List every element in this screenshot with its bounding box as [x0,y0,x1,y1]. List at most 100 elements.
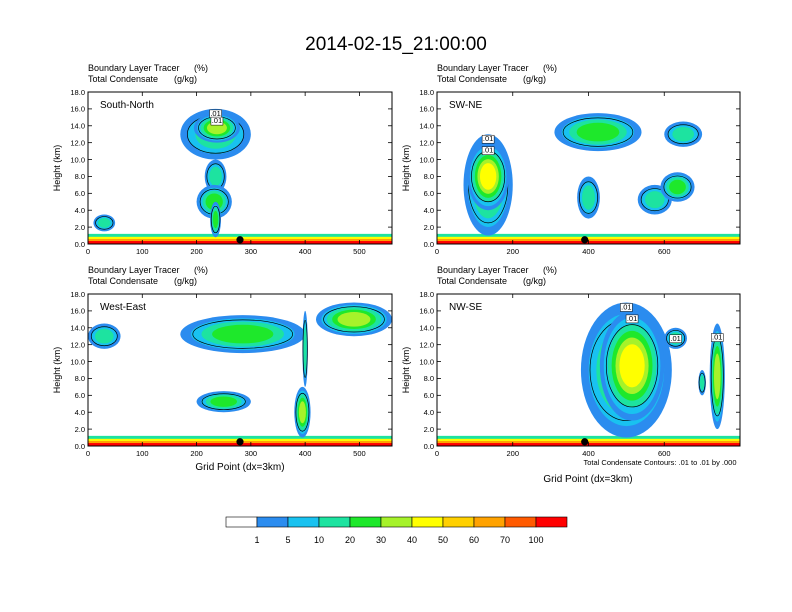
colorbar-label: 100 [528,535,543,545]
y-tick-label: 2.0 [424,223,434,232]
contour-label: .01 [212,116,222,125]
tracer-cell [576,122,620,142]
y-tick-label: 4.0 [75,408,85,417]
tracer-cell [210,396,238,407]
condensate-contour [302,320,308,378]
colorbar-label: 40 [407,535,417,545]
location-marker [581,438,589,446]
header-tracer-unit: (%) [543,63,557,73]
panel-2: 0.0 2.0 4.0 6.0 8.0 10.0 12.0 14.0 16.0 18.0 0 100 2… [52,265,393,458]
header-tracer-unit: (%) [194,63,208,73]
y-tick-label: 14.0 [419,324,434,333]
y-axis-label: Height (km) [401,347,411,394]
tracer-cell [669,179,686,195]
x-tick-label: 300 [245,247,258,256]
colorbar-swatch [349,516,382,528]
x-tick-label: 200 [190,247,203,256]
contour-label-box [625,314,639,324]
x-tick-label: 500 [353,449,366,458]
header-condensate-unit: (g/kg) [174,74,197,84]
x-tick-label: 500 [353,247,366,256]
condensate-contour [698,372,706,393]
location-marker [236,236,244,244]
y-tick-label: 6.0 [75,391,85,400]
y-tick-label: 16.0 [419,307,434,316]
contour-label-box [669,334,682,344]
x-tick-label: 400 [582,247,595,256]
y-tick-label: 0.0 [75,240,85,249]
colorbar-label: 5 [285,535,290,545]
tracer-cell [212,210,219,229]
contour-label-box [711,333,724,342]
x-tick-label: 400 [299,449,312,458]
header-condensate-unit: (g/kg) [174,276,197,286]
tracer-cell [581,185,596,210]
colorbar-swatch [287,516,320,528]
header-tracer: Boundary Layer Tracer [88,63,180,73]
panel-label: West-East [100,302,146,313]
condensate-contour [667,124,699,145]
header-tracer: Boundary Layer Tracer [437,265,529,275]
contour-note: Total Condensate Contours: .01 to .01 by… [583,458,736,467]
colorbar-label: 50 [438,535,448,545]
colorbar-swatch [380,516,413,528]
y-tick-label: 0.0 [424,442,434,451]
condensate-contour [192,319,294,349]
x-tick-label: 0 [86,247,90,256]
y-tick-label: 6.0 [75,189,85,198]
y-tick-label: 10.0 [70,155,85,164]
x-tick-label: 200 [190,449,203,458]
contour-label-box [481,134,495,144]
y-axis-label: Height (km) [52,145,62,192]
contour-label-box [481,146,495,155]
colorbar-swatch [473,516,506,528]
condensate-contour [579,181,598,214]
y-tick-label: 10.0 [70,357,85,366]
y-tick-label: 14.0 [70,122,85,131]
condensate-contour [663,175,692,199]
colorbar: 1 5 10 20 30 40 50 60 70 100 [225,516,568,545]
header-condensate-unit: (g/kg) [523,74,546,84]
header-condensate: Total Condensate [437,276,507,286]
x-axis-label-left: Grid Point (dx=3km) [195,462,284,473]
header-tracer-unit: (%) [194,265,208,275]
contour-label-box [620,303,633,312]
contour-label: .01 [483,134,493,143]
y-tick-label: 4.0 [424,206,434,215]
y-tick-label: 10.0 [419,155,434,164]
contour-label: .01 [670,334,680,343]
y-tick-label: 4.0 [424,408,434,417]
condensate-contour [95,216,114,230]
tracer-cell [98,218,111,228]
y-tick-label: 14.0 [70,324,85,333]
colorbar-swatch [504,516,537,528]
tracer-cell [298,401,306,424]
tracer-cell [479,163,497,190]
colorbar-label: 20 [345,535,355,545]
x-tick-label: 100 [136,247,149,256]
contour-label-box [210,116,224,126]
tracer-cell [94,328,114,344]
tracer-cell [699,375,705,390]
y-tick-label: 12.0 [70,138,85,147]
contour-label: .01 [210,109,220,118]
plot-background [88,92,392,244]
x-tick-label: 100 [136,449,149,458]
colorbar-label: 30 [376,535,386,545]
colorbar-swatch [318,516,351,528]
tracer-cell [644,191,665,209]
colorbar-swatch [225,516,258,528]
y-tick-label: 8.0 [424,374,434,383]
header-tracer: Boundary Layer Tracer [437,63,529,73]
y-tick-label: 2.0 [424,425,434,434]
header-condensate: Total Condensate [88,276,158,286]
y-tick-label: 16.0 [419,105,434,114]
y-tick-label: 0.0 [424,240,434,249]
y-tick-label: 12.0 [70,340,85,349]
x-tick-label: 600 [658,449,671,458]
colorbar-label: 70 [500,535,510,545]
y-axis-label: Height (km) [52,347,62,394]
contour-label: .01 [627,314,637,323]
header-condensate: Total Condensate [437,74,507,84]
